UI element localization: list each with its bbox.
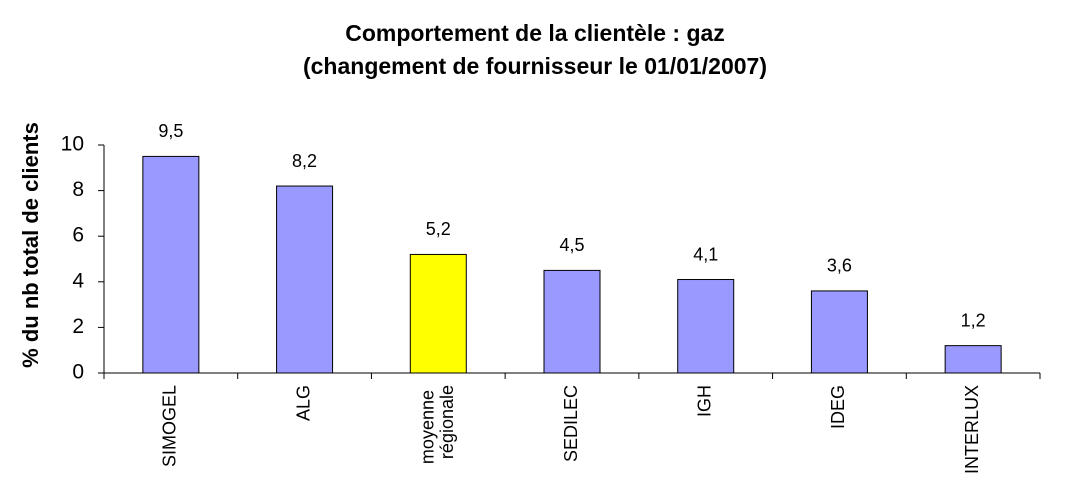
bar [944, 345, 1002, 374]
data-label: 1,2 [961, 310, 986, 330]
x-tick-label: IDEG [828, 385, 848, 429]
y-tick-label: 0 [72, 361, 84, 384]
data-label: 3,6 [827, 256, 852, 276]
bar [677, 279, 735, 374]
chart-subtitle: (changement de fournisseur le 01/01/2007… [303, 53, 767, 79]
bar [142, 155, 200, 374]
x-tick-label: INTERLUX [962, 385, 982, 474]
x-tick-label: ALG [293, 385, 313, 421]
data-label: 5,2 [426, 219, 451, 239]
data-label: 8,2 [292, 151, 317, 171]
data-label: 4,5 [559, 235, 584, 255]
x-tick-label: moyenne régionale [417, 385, 457, 464]
x-tick-label: SEDILEC [561, 385, 581, 462]
y-axis-label: % du nb total de clients [18, 122, 43, 368]
y-tick-label: 10 [61, 133, 84, 156]
chart-title: Comportement de la clientèle : gaz [345, 20, 725, 46]
x-tick-label: SIMOGEL [160, 385, 180, 467]
y-tick-label: 4 [72, 269, 84, 292]
data-label: 9,5 [158, 121, 183, 141]
x-tick-label: IGH [694, 385, 714, 417]
bar [543, 269, 601, 374]
y-tick-label: 6 [72, 224, 84, 247]
bar [276, 185, 334, 374]
y-tick-label: 2 [72, 315, 84, 338]
data-label: 4,1 [693, 244, 718, 264]
bar [810, 290, 868, 374]
y-tick-label: 8 [72, 178, 84, 201]
bar [409, 253, 467, 374]
